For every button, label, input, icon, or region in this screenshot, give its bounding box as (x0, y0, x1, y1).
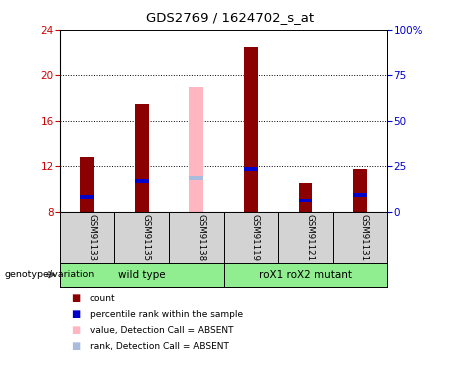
Bar (80, 195, 94, 199)
Bar (80, 158, 94, 212)
Bar (244, 47, 258, 212)
Bar (189, 87, 203, 212)
Text: roX1 roX2 mutant: roX1 roX2 mutant (259, 270, 352, 280)
Bar (353, 169, 367, 212)
Text: ■: ■ (71, 309, 81, 319)
Text: GSM91138: GSM91138 (196, 214, 205, 261)
Text: rank, Detection Call = ABSENT: rank, Detection Call = ABSENT (90, 342, 229, 351)
Text: ■: ■ (71, 342, 81, 351)
Bar (299, 198, 312, 202)
Text: GSM91135: GSM91135 (142, 214, 151, 261)
Text: value, Detection Call = ABSENT: value, Detection Call = ABSENT (90, 326, 233, 335)
Bar (135, 104, 148, 212)
Text: wild type: wild type (118, 270, 165, 280)
Text: count: count (90, 294, 116, 303)
Text: genotype/variation: genotype/variation (5, 270, 95, 279)
Text: percentile rank within the sample: percentile rank within the sample (90, 310, 243, 319)
Text: GSM91119: GSM91119 (251, 214, 260, 261)
Bar (353, 193, 367, 197)
Text: GSM91121: GSM91121 (305, 214, 314, 261)
Bar (299, 183, 312, 212)
Text: GSM91133: GSM91133 (87, 214, 96, 261)
Bar (244, 167, 258, 171)
Text: ■: ■ (71, 293, 81, 303)
Text: GDS2769 / 1624702_s_at: GDS2769 / 1624702_s_at (147, 11, 314, 24)
Bar (135, 179, 148, 183)
Text: ■: ■ (71, 326, 81, 335)
Text: GSM91131: GSM91131 (360, 214, 369, 261)
Bar (189, 176, 203, 180)
